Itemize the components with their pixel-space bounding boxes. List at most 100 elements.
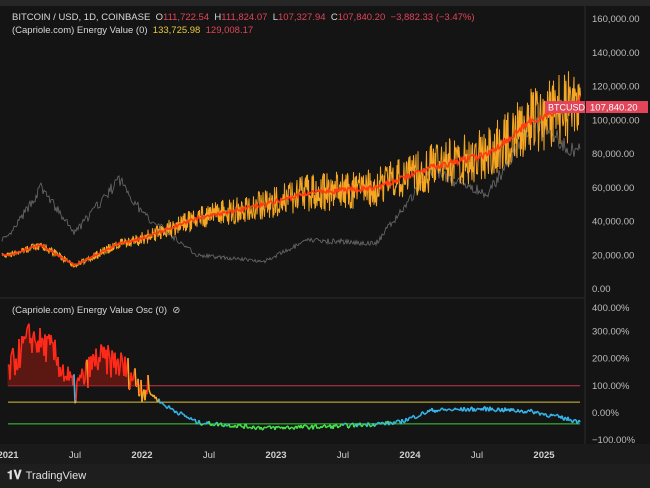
- osc-segment: [45, 336, 48, 362]
- osc-segment: [141, 393, 144, 403]
- osc-segment: [147, 374, 150, 391]
- osc-segment: [526, 409, 529, 413]
- osc-segment: [100, 344, 103, 348]
- energy-legend[interactable]: (Capriole.com) Energy Value (0) 133,725.…: [12, 25, 253, 36]
- osc-segment: [226, 424, 229, 427]
- low-label: L: [272, 12, 278, 23]
- low-value: 107,327.94: [278, 12, 326, 23]
- time-tick-label: 2025: [533, 450, 555, 461]
- osc-segment: [463, 406, 466, 410]
- osc-segment: [247, 426, 250, 429]
- osc-segment: [255, 426, 258, 430]
- osc-segment: [270, 426, 273, 430]
- osc-segment: [468, 409, 471, 412]
- time-tick-label: 2023: [265, 450, 286, 461]
- symbol-legend[interactable]: BITCOIN / USD, 1D, COINBASE O111,722.54 …: [12, 12, 475, 23]
- osc-segment: [134, 368, 137, 387]
- osc-segment: [441, 407, 444, 410]
- osc-segment: [245, 423, 248, 428]
- osc-segment: [305, 424, 308, 427]
- osc-segment: [106, 345, 109, 375]
- osc-segment: [108, 352, 111, 360]
- price-tick-label: 100,000.00: [592, 115, 640, 126]
- osc-segment: [402, 420, 405, 424]
- osc-segment: [75, 381, 78, 401]
- osc-segment: [530, 408, 533, 412]
- osc-segment: [521, 409, 524, 413]
- chart-frame: [0, 0, 650, 6]
- osc-segment: [169, 407, 172, 410]
- osc-segment: [293, 426, 296, 430]
- osc-segment: [99, 344, 102, 362]
- osc-segment: [249, 426, 252, 429]
- osc-segment: [482, 406, 485, 411]
- osc-segment: [239, 423, 242, 427]
- osc-segment: [287, 425, 290, 430]
- osc-segment: [107, 345, 110, 353]
- osc-segment: [284, 426, 287, 430]
- osc-segment: [118, 367, 121, 376]
- osc-segment: [497, 407, 500, 410]
- price-tick-label: 80,000.00: [592, 149, 634, 160]
- eye-slash-icon[interactable]: ⊘: [172, 305, 181, 316]
- osc-segment: [543, 413, 546, 416]
- osc-segment: [111, 350, 114, 355]
- osc-segment: [570, 419, 573, 423]
- osc-segment: [513, 410, 516, 413]
- osc-segment: [564, 416, 567, 419]
- osc-segment: [491, 407, 494, 411]
- osc-segment: [389, 421, 392, 424]
- osc-segment: [95, 348, 98, 365]
- osc-segment: [25, 328, 28, 338]
- osc-segment: [326, 425, 329, 428]
- osc-segment: [12, 347, 15, 359]
- osc-segment: [469, 407, 472, 411]
- osc-segment: [262, 426, 265, 431]
- close-value: 107,840.20: [337, 12, 386, 23]
- osc-segment: [172, 408, 175, 412]
- osc-segment: [170, 407, 173, 410]
- osc-segment: [446, 408, 449, 412]
- osc-segment: [175, 410, 178, 413]
- osc-segment: [317, 426, 320, 429]
- osc-segment: [544, 412, 547, 415]
- tradingview-logo[interactable]: 𝟏𝐕 TradingView: [7, 468, 86, 483]
- osc-segment: [181, 412, 184, 416]
- osc-segment: [137, 378, 140, 397]
- osc-tick-label: 200.00%: [592, 354, 630, 365]
- osc-segment: [34, 340, 37, 344]
- osc-segment: [512, 408, 515, 411]
- osc-segment: [306, 425, 309, 428]
- osc-segment: [253, 426, 256, 430]
- price-tick-label: 60,000.00: [592, 183, 634, 194]
- osc-segment: [349, 423, 352, 426]
- osc-segment: [576, 422, 579, 425]
- osc-segment: [252, 425, 255, 428]
- osc-segment: [194, 418, 197, 423]
- osc-segment: [234, 424, 237, 428]
- osc-segment: [486, 406, 489, 409]
- osc-segment: [346, 424, 349, 429]
- osc-segment: [10, 351, 13, 357]
- osc-segment: [545, 413, 548, 418]
- osc-segment: [110, 350, 113, 378]
- osc-segment: [276, 425, 279, 429]
- osc-segment: [187, 416, 190, 420]
- osc-segment: [289, 426, 292, 430]
- price-tick-label: 120,000.00: [592, 82, 640, 93]
- osc-segment: [309, 426, 312, 429]
- osc-segment: [148, 389, 151, 393]
- osc-segment: [196, 422, 199, 425]
- osc-segment: [50, 334, 53, 344]
- osc-segment: [201, 423, 204, 426]
- osc-segment: [368, 423, 371, 427]
- osc-segment: [121, 357, 124, 365]
- osc-legend[interactable]: (Capriole.com) Energy Value Osc (0) ⊘: [12, 305, 180, 316]
- osc-tick-label: 0.00%: [592, 408, 619, 419]
- osc-segment: [26, 325, 29, 330]
- osc-segment: [363, 423, 366, 426]
- osc-segment: [353, 425, 356, 428]
- osc-segment: [449, 408, 452, 411]
- chart-canvas[interactable]: 160,000.00 140,000.00 120,000.00 100,000.00…: [0, 0, 650, 464]
- osc-segment: [246, 426, 249, 429]
